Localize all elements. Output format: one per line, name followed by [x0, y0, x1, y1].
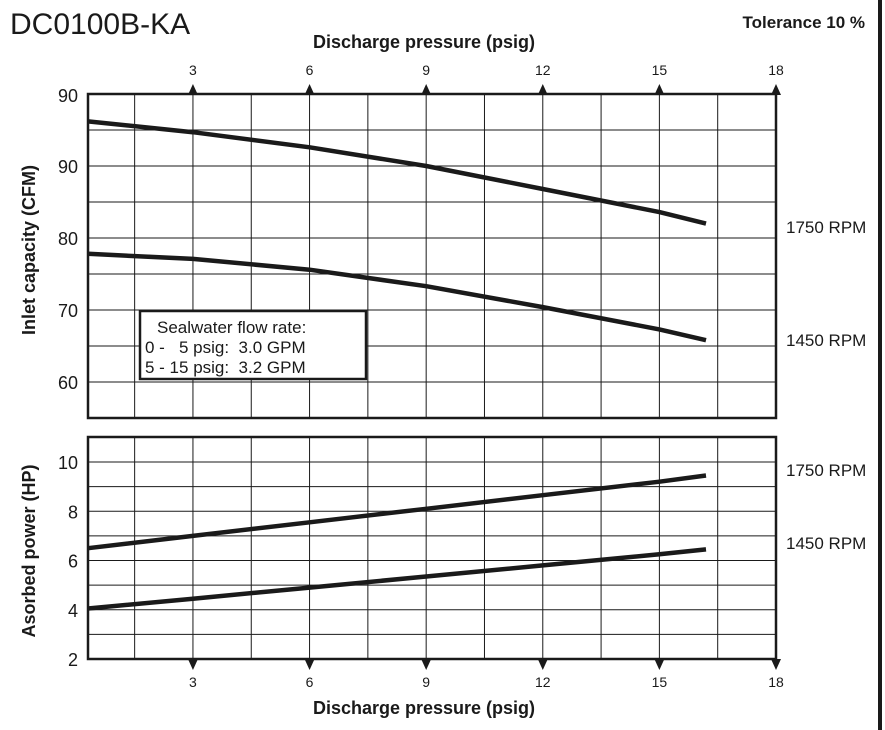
- power-y-tick-label: 4: [68, 601, 78, 621]
- bottom-x-tick-marker: [537, 659, 548, 670]
- bottom-y-axis-label: Asorbed power (HP): [19, 464, 39, 637]
- power-y-tick-label: 2: [68, 650, 78, 670]
- top-x-tick-label: 15: [652, 62, 668, 78]
- capacity-y-tick-label: 60: [58, 373, 78, 393]
- capacity-plot: 1750 RPM 1450 RPM 90 90 80 70 60: [58, 86, 866, 420]
- power-frame: [86, 435, 778, 661]
- bottom-x-tick-marker: [654, 659, 665, 670]
- top-x-tick-marker: [304, 84, 315, 95]
- sealwater-line-3: 5 - 15 psig: 3.2 GPM: [145, 358, 306, 377]
- tolerance-label: Tolerance 10 %: [742, 13, 865, 32]
- capacity-y-tick-label: 90: [58, 157, 78, 177]
- power-y-tick-label: 10: [58, 453, 78, 473]
- model-title: DC0100B-KA: [10, 8, 191, 41]
- capacity-series-line-1450: [87, 251, 707, 343]
- top-x-tick-marker: [421, 84, 432, 95]
- top-x-tick-label: 12: [535, 62, 551, 78]
- right-edge-divider: [878, 0, 882, 730]
- power-series-line-1750: [87, 473, 707, 551]
- top-x-tick-label: 18: [768, 62, 784, 78]
- capacity-series-label-1750: 1750 RPM: [786, 218, 866, 237]
- top-x-tick-marker: [654, 84, 665, 95]
- power-series-label-1450: 1450 RPM: [786, 534, 866, 553]
- bottom-x-tick-label: 12: [535, 674, 551, 690]
- top-x-tick-label: 3: [189, 62, 197, 78]
- capacity-series-line-1750: [87, 119, 707, 226]
- capacity-series-label-1450: 1450 RPM: [786, 331, 866, 350]
- power-plot: 2 4 6 8 10 1750 RPM 1450 RPM: [58, 435, 866, 670]
- sealwater-line-1: Sealwater flow rate:: [157, 318, 306, 337]
- power-series-line-1450: [87, 547, 707, 611]
- bottom-x-tick-label: 3: [189, 674, 197, 690]
- top-x-tick-marker: [771, 84, 781, 95]
- capacity-y-tick-label: 90: [58, 86, 78, 106]
- bottom-x-tick-label: 15: [652, 674, 668, 690]
- bottom-x-tick-marker: [421, 659, 432, 670]
- capacity-y-tick-label: 80: [58, 229, 78, 249]
- bottom-x-axis-label: Discharge pressure (psig): [313, 698, 535, 718]
- top-x-tick-label: 9: [422, 62, 430, 78]
- top-x-tick-marker: [187, 84, 198, 95]
- capacity-y-tick-label: 70: [58, 301, 78, 321]
- power-y-tick-label: 8: [68, 502, 78, 522]
- bottom-x-tick-marker: [304, 659, 315, 670]
- top-x-axis-label: Discharge pressure (psig): [313, 32, 535, 52]
- sealwater-info-box: Sealwater flow rate: 0 - 5 psig: 3.0 GPM…: [138, 309, 368, 381]
- bottom-x-tick-marker: [187, 659, 198, 670]
- sealwater-line-2: 0 - 5 psig: 3.0 GPM: [145, 338, 306, 357]
- top-x-tick-marker: [537, 84, 548, 95]
- bottom-x-tick-label: 18: [768, 674, 784, 690]
- power-series-label-1750: 1750 RPM: [786, 461, 866, 480]
- pressure-axes: 3 6 9 12 15 18 3 6 9 12 15 18: [187, 62, 784, 690]
- bottom-x-tick-marker: [771, 659, 781, 670]
- bottom-x-tick-label: 9: [422, 674, 430, 690]
- top-y-axis-label: Inlet capacity (CFM): [19, 165, 39, 335]
- bottom-x-tick-label: 6: [306, 674, 314, 690]
- power-y-tick-label: 6: [68, 552, 78, 572]
- top-x-tick-label: 6: [306, 62, 314, 78]
